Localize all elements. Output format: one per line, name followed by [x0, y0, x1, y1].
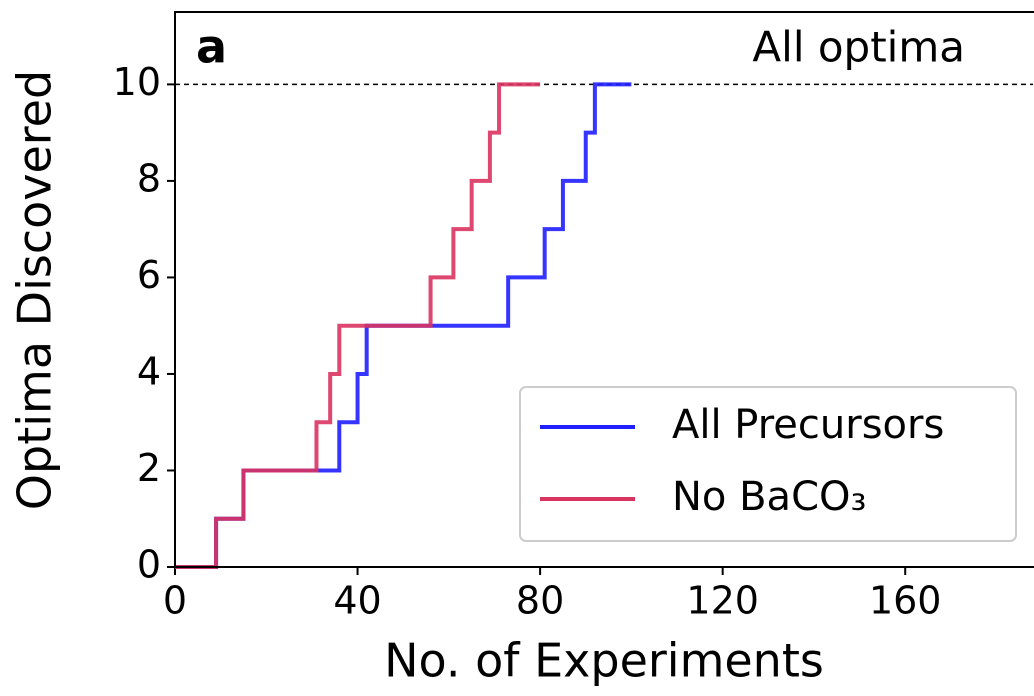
y-tick-label: 6 — [137, 253, 161, 297]
y-axis-label: Optima Discovered — [8, 70, 62, 510]
legend-label: All Precursors — [672, 402, 944, 448]
legend-label: No BaCO₃ — [672, 474, 867, 520]
plot-frame — [174, 11, 1034, 568]
x-tick-label: 0 — [163, 579, 187, 623]
legend-box — [519, 386, 1017, 542]
x-tick-label: 80 — [516, 579, 564, 623]
x-tick-label: 120 — [686, 579, 759, 623]
x-tick-label: 40 — [333, 579, 381, 623]
panel-label: a — [196, 20, 227, 74]
chart-title: All optima — [752, 23, 965, 72]
x-axis-label: No. of Experiments — [384, 634, 824, 688]
y-tick-label: 8 — [137, 156, 161, 200]
y-tick-label: 2 — [137, 446, 161, 490]
y-tick-label: 4 — [137, 349, 161, 393]
y-tick-label: 10 — [113, 60, 161, 104]
x-tick-label: 160 — [869, 579, 942, 623]
y-tick-label: 0 — [137, 543, 161, 587]
series-line — [175, 82, 541, 569]
